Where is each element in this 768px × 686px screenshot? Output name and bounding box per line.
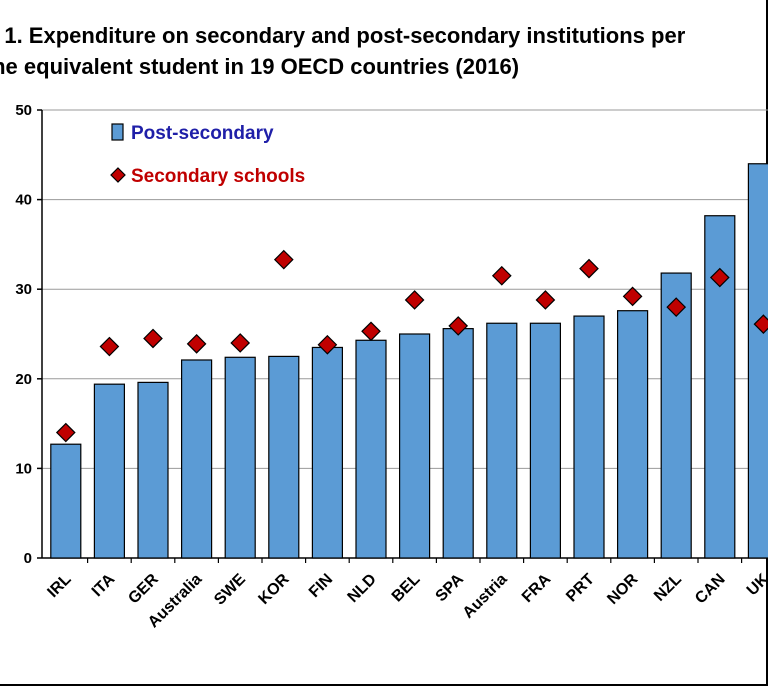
y-tick-label: 50 bbox=[15, 102, 32, 119]
chart-title: e 1. Expenditure on secondary and post-s… bbox=[0, 20, 685, 82]
bar-post-secondary-austria bbox=[486, 322, 518, 559]
x-tick-label-uk: UK bbox=[744, 570, 768, 599]
bar-post-secondary-fra bbox=[529, 322, 562, 559]
x-tick-label-fin: FIN bbox=[306, 571, 336, 601]
bar-post-secondary-ita bbox=[93, 383, 126, 559]
point-secondary-nor bbox=[622, 286, 643, 307]
point-secondary-nld bbox=[361, 321, 381, 342]
y-tick-label: 10 bbox=[15, 460, 32, 477]
chart-title-line-2: me equivalent student in 19 OECD countri… bbox=[0, 54, 520, 79]
bar-post-secondary-can bbox=[704, 215, 736, 559]
bar-post-secondary-uk bbox=[747, 163, 768, 559]
point-secondary-prt bbox=[579, 258, 599, 279]
x-tick-label-bel: BEL bbox=[389, 571, 424, 606]
bar-post-secondary-spa bbox=[442, 328, 474, 559]
bar-post-secondary-australia bbox=[181, 359, 213, 559]
point-secondary-uk bbox=[753, 314, 768, 334]
point-secondary-austria bbox=[491, 265, 512, 286]
point-secondary-kor bbox=[273, 249, 294, 270]
bar-post-secondary-fin bbox=[311, 346, 343, 559]
x-tick-label-prt: PRT bbox=[563, 571, 598, 606]
y-tick-label: 20 bbox=[15, 371, 32, 388]
bar-post-secondary-nzl bbox=[660, 272, 692, 559]
bar-post-secondary-nor bbox=[616, 310, 649, 559]
x-tick-label-ger: GER bbox=[125, 570, 162, 607]
legend-swatch-post-secondary bbox=[111, 123, 124, 141]
legend-swatch-secondary bbox=[110, 167, 126, 183]
bar-post-secondary-swe bbox=[224, 356, 256, 559]
x-tick-label-nzl: NZL bbox=[651, 571, 685, 605]
point-secondary-ger bbox=[143, 328, 163, 349]
bar-post-secondary-nld bbox=[355, 339, 387, 559]
legend-label-secondary: Secondary schools bbox=[131, 166, 305, 187]
point-secondary-spa bbox=[448, 316, 469, 336]
y-tick-label: 0 bbox=[24, 550, 32, 567]
point-secondary-australia bbox=[186, 334, 207, 354]
legend-label-post-secondary: Post-secondary bbox=[131, 123, 274, 144]
point-secondary-nzl bbox=[666, 297, 687, 317]
point-secondary-ita bbox=[99, 336, 120, 357]
x-tick-label-irl: IRL bbox=[44, 571, 74, 601]
bar-post-secondary-bel bbox=[399, 333, 431, 559]
bar-post-secondary-irl bbox=[50, 443, 82, 559]
y-tick-label: 40 bbox=[15, 192, 32, 209]
point-secondary-can bbox=[709, 267, 730, 288]
bar-post-secondary-ger bbox=[137, 381, 169, 559]
y-tick-label: 30 bbox=[15, 281, 32, 298]
bar-post-secondary-prt bbox=[573, 315, 605, 559]
point-secondary-fin bbox=[317, 334, 338, 355]
x-tick-label-nor: NOR bbox=[604, 570, 641, 607]
point-secondary-swe bbox=[230, 333, 251, 353]
point-secondary-irl bbox=[55, 422, 76, 443]
x-tick-label-fra: FRA bbox=[519, 570, 555, 606]
x-tick-label-austria: Austria bbox=[460, 571, 511, 622]
bar-post-secondary-kor bbox=[268, 355, 300, 559]
x-tick-label-nld: NLD bbox=[345, 571, 380, 606]
chart-title-line-1: e 1. Expenditure on secondary and post-s… bbox=[0, 23, 686, 48]
x-tick-label-can: CAN bbox=[692, 571, 729, 608]
point-secondary-fra bbox=[535, 290, 556, 310]
x-tick-label-kor: KOR bbox=[255, 570, 292, 607]
x-tick-label-swe: SWE bbox=[211, 571, 249, 609]
point-secondary-bel bbox=[404, 290, 425, 310]
x-tick-label-ita: ITA bbox=[89, 570, 119, 600]
x-tick-label-spa: SPA bbox=[433, 570, 468, 605]
